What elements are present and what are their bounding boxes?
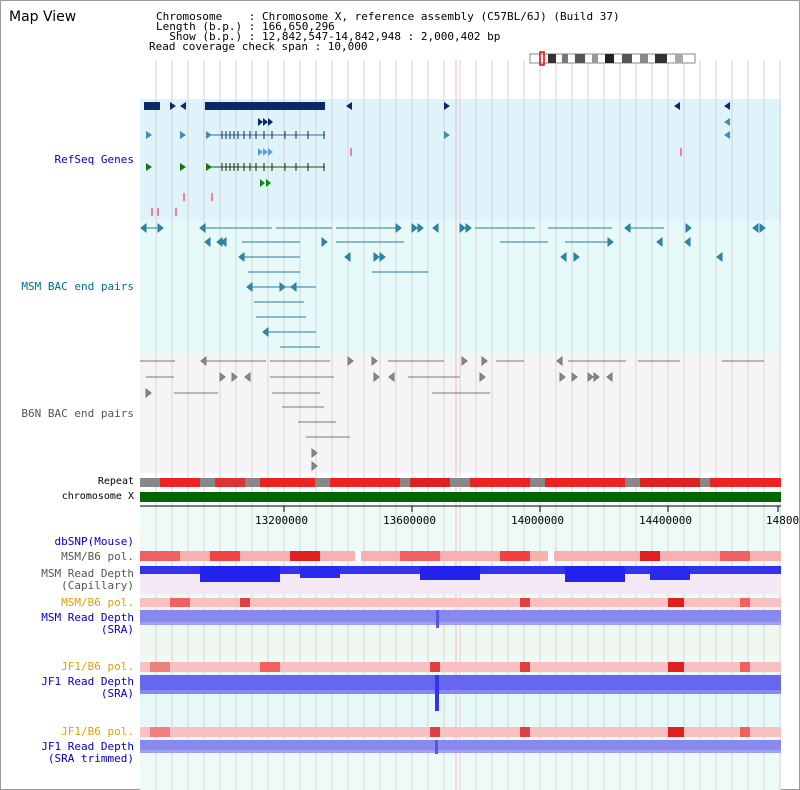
jf1-read-depth-sra[interactable] bbox=[140, 675, 781, 711]
label-dbsnp[interactable]: dbSNP(Mouse) bbox=[54, 535, 134, 548]
axis-tick-label: 14800 bbox=[766, 514, 800, 527]
label-msm-read-depth-sra[interactable]: MSM Read Depth (SRA) bbox=[41, 611, 134, 636]
jf1-b6-pol-heatmap-2[interactable] bbox=[140, 727, 781, 737]
label-msm-b6-pol-2[interactable]: MSM/B6 pol. bbox=[61, 596, 134, 609]
chromosome-bar[interactable] bbox=[140, 492, 781, 502]
label-jf1-b6-pol-1[interactable]: JF1/B6 pol. bbox=[61, 660, 134, 673]
page-title: Map View bbox=[9, 9, 77, 25]
info-show-range: Show (b.p.) : 12,842,547-14,842,948 : 2,… bbox=[156, 30, 501, 43]
label-jf1-read-depth-sra[interactable]: JF1 Read Depth (SRA) bbox=[41, 675, 134, 700]
jf1-read-depth-sra-trimmed[interactable] bbox=[140, 740, 781, 754]
refseq-genes-track[interactable] bbox=[144, 102, 730, 216]
chromosome-ideogram[interactable] bbox=[529, 51, 696, 66]
repeat-track[interactable] bbox=[140, 478, 781, 487]
label-jf1-b6-pol-2[interactable]: JF1/B6 pol. bbox=[61, 725, 134, 738]
axis-tick-label: 13200000 bbox=[255, 514, 308, 527]
b6n-bac-track[interactable] bbox=[140, 355, 764, 472]
msm-bac-track[interactable] bbox=[140, 222, 766, 348]
axis-tick-label: 14400000 bbox=[639, 514, 692, 527]
msm-read-depth-sra[interactable] bbox=[140, 610, 781, 628]
axis-tick-label: 14000000 bbox=[511, 514, 564, 527]
label-repeat[interactable]: Repeat bbox=[97, 476, 134, 487]
position-axis bbox=[140, 505, 781, 512]
label-refseq-genes[interactable]: RefSeq Genes bbox=[54, 153, 134, 166]
info-coverage-span: Read coverage check span : 10,000 bbox=[149, 40, 368, 53]
label-msm-read-depth-capillary[interactable]: MSM Read Depth (Capillary) bbox=[41, 567, 134, 592]
label-jf1-read-depth-sra-trimmed[interactable]: JF1 Read Depth (SRA trimmed) bbox=[41, 740, 134, 765]
info-chromosome: Chromosome : Chromosome X, reference ass… bbox=[156, 10, 620, 23]
msm-read-depth-capillary[interactable] bbox=[140, 566, 781, 594]
label-chromosome[interactable]: chromosome X bbox=[61, 491, 134, 502]
label-b6n-bac-end-pairs[interactable]: B6N BAC end pairs bbox=[21, 407, 134, 420]
msm-b6-pol-heatmap-1[interactable] bbox=[140, 551, 781, 561]
jf1-b6-pol-heatmap-1[interactable] bbox=[140, 662, 781, 672]
msm-b6-pol-heatmap-2[interactable] bbox=[140, 598, 781, 607]
axis-tick-label: 13600000 bbox=[383, 514, 436, 527]
ideogram-position-marker bbox=[539, 51, 545, 66]
info-length: Length (b.p.) : 166,650,296 bbox=[156, 20, 335, 33]
label-msm-bac-end-pairs[interactable]: MSM BAC end pairs bbox=[21, 280, 134, 293]
label-msm-b6-pol-1[interactable]: MSM/B6 pol. bbox=[61, 550, 134, 563]
